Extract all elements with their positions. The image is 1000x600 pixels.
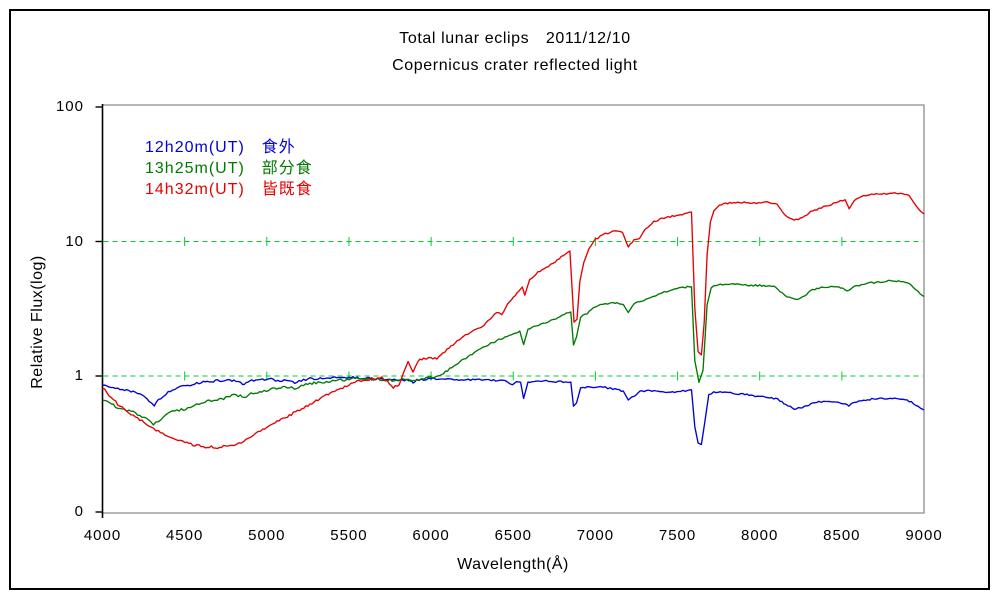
x-tick-label-8000: 8000: [741, 527, 779, 544]
spectrum-curve-1: [102, 279, 925, 426]
legend: 12h20m(UT) 食外 13h25m(UT) 部分食 14h32m(UT) 皆既…: [145, 137, 313, 200]
y-tick-label-10: 10: [65, 232, 84, 250]
x-tick-label-9000: 9000: [905, 527, 943, 544]
x-tick-label-5500: 5500: [330, 527, 368, 544]
x-axis-label: Wavelength(Å): [457, 556, 569, 573]
figure-border: [9, 9, 990, 590]
spectrum-curve-0: [102, 375, 925, 446]
y-tick-label-100: 100: [55, 98, 84, 115]
x-tick-label-5000: 5000: [248, 527, 286, 544]
legend-item-1: 13h25m(UT) 部分食: [145, 160, 313, 177]
x-tick-label-4500: 4500: [165, 527, 204, 544]
y-tick-label-1: 1: [74, 367, 84, 384]
legend-item-2: 14h32m(UT) 皆既食: [145, 181, 313, 198]
chart-subtitle: Copernicus crater reflected light: [392, 57, 638, 74]
x-tick-label-8500: 8500: [823, 527, 861, 544]
plot-frame: [102, 104, 925, 514]
spectrum-curve-2: [102, 191, 925, 450]
x-tick-label-7000: 7000: [576, 527, 615, 544]
x-tick-label-7500: 7500: [658, 527, 697, 544]
x-tick-label-6000: 6000: [412, 527, 450, 544]
x-tick-label-6500: 6500: [494, 527, 532, 544]
x-tick-label-4000: 4000: [83, 527, 122, 544]
y-axis-label: Relative Flux(log): [29, 255, 46, 389]
legend-item-0: 12h20m(UT) 食外: [145, 139, 296, 156]
y-tick-label-0: 0: [74, 503, 84, 520]
chart-title: Total lunar eclips 2011/12/10: [399, 30, 631, 47]
